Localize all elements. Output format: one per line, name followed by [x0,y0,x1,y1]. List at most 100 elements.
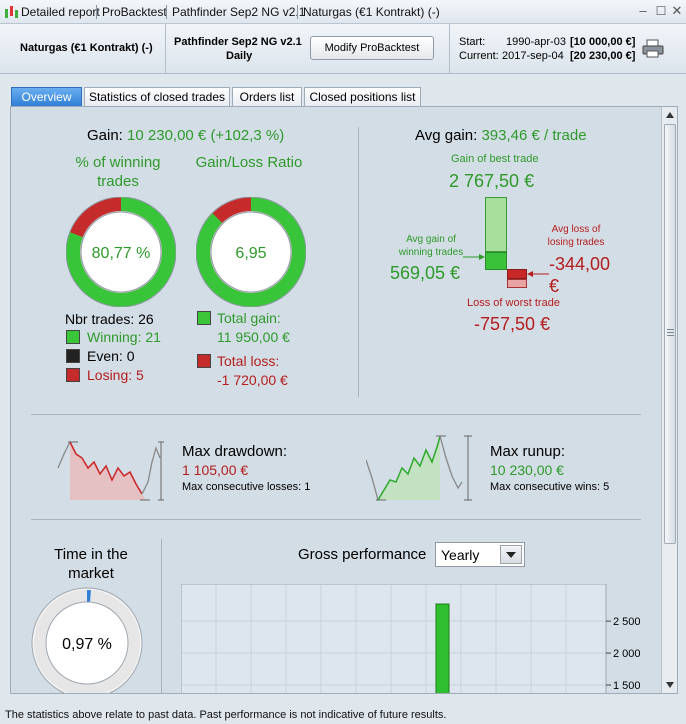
gain-loss-ratio-value: 6,95 [235,245,266,262]
vertical-scrollbar[interactable] [661,107,677,693]
time-in-market-gauge: 0,97 % [31,587,143,693]
runup-mini-chart [366,435,472,501]
instrument-name: Naturgas (€1 Kontrakt) (-) [20,42,153,54]
period-select[interactable]: Yearly [435,542,525,567]
gain-label: Gain: [87,127,123,144]
worst-trade-value: -757,50 € [474,314,551,334]
performance-bar [435,603,450,693]
dates-cell: Start: 1990-apr-03 [10 000,00 €] Current… [450,24,686,74]
total-gain-value: 11 950,00 € [217,329,290,345]
avg-win-value: 569,05 € [390,263,461,283]
modify-probacktest-button[interactable]: Modify ProBacktest [310,36,434,60]
tab-closed-positions-list[interactable]: Closed positions list [304,87,421,106]
worst-trade-bar [507,279,527,288]
time-in-market-title: Time in the market [54,546,128,582]
even-count: Even: 0 [87,348,135,364]
minimize-icon[interactable]: – [639,3,647,18]
scroll-up-icon[interactable] [664,109,676,121]
even-swatch [66,349,80,363]
gross-performance-label: Gross performance [298,546,427,563]
gain-value: 10 230,00 € (+102,3 %) [127,127,285,144]
divider [96,5,97,19]
arrow-right-icon [463,254,485,260]
avg-loss-label: Avg loss of losing trades [547,224,605,248]
title-bar: Detailed report ProBacktest Pathfinder S… [0,0,686,24]
best-trade-bar [485,197,507,252]
total-loss-label: Total loss: [217,353,280,369]
disclaimer: The statistics above relate to past data… [0,706,686,724]
drawdown-mini-chart [57,440,164,501]
timeframe: Daily [226,50,253,62]
print-icon[interactable] [642,39,664,59]
divider [166,5,167,19]
system-name: Pathfinder Sep2 NG v2.1 [174,36,302,48]
max-runup-value: 10 230,00 € [490,462,564,478]
winning-trades-title: % of winning trades [75,154,161,190]
max-runup-label: Max runup: [490,443,566,460]
breadcrumb-detailed-report[interactable]: Detailed report [21,5,100,19]
max-drawdown-value: 1 105,00 € [182,462,249,478]
start-value: [10 000,00 €] [570,36,636,48]
scroll-down-icon[interactable] [664,679,676,691]
avg-win-label: Avg gain of winning trades [398,234,464,258]
avg-win-bar [485,252,507,270]
period-select-value: Yearly [441,547,480,563]
overview-content: Gain: 10 230,00 € (+102,3 %) % of winnin… [11,107,661,693]
avg-gain-value: 393,46 € / trade [481,127,587,144]
y-tick-label: 2 500 [613,616,641,628]
winning-trades-percent: 80,77 % [92,245,151,262]
total-gain-swatch [197,311,211,325]
start-date: 1990-apr-03 [506,36,566,48]
chart-app-icon [5,6,18,18]
gain-line: Gain: 10 230,00 € (+102,3 %) [87,127,284,144]
section-divider-2 [161,539,162,693]
worst-trade-label: Loss of worst trade [467,297,560,309]
dropdown-button[interactable] [500,545,522,564]
avg-loss-unit: € [549,276,560,296]
tab-statistics-closed-trades[interactable]: Statistics of closed trades [84,87,230,106]
winning-swatch [66,330,80,344]
winning-trades-gauge: 80,77 % [66,197,176,307]
system-cell: Pathfinder Sep2 NG v2.1 Daily Modify Pro… [166,24,450,74]
gain-loss-ratio-title: Gain/Loss Ratio [195,154,303,171]
max-consecutive-losses: Max consecutive losses: 1 [182,481,311,493]
max-drawdown-label: Max drawdown: [182,443,288,460]
gain-loss-ratio-gauge: 6,95 [196,197,306,307]
y-tick-label: 1 500 [613,680,641,692]
divider-2 [31,519,641,520]
breadcrumb-probacktest[interactable]: ProBacktest [102,5,167,19]
current-label: Current: [459,50,499,62]
divider [297,5,298,19]
arrow-left-icon [527,271,549,277]
total-gain-label: Total gain: [217,310,281,326]
time-in-market-value: 0,97 % [62,636,112,653]
section-divider [358,127,359,397]
instrument-cell: Naturgas (€1 Kontrakt) (-) [0,24,166,74]
avg-loss-value: -344,00 [549,254,611,274]
scroll-thumb[interactable] [664,124,676,544]
tab-overview[interactable]: Overview [11,87,82,106]
avg-gain-line: Avg gain: 393,46 € / trade [415,127,587,144]
tab-bar: Overview Statistics of closed trades Ord… [0,74,686,106]
losing-swatch [66,368,80,382]
current-value: [20 230,00 €] [570,50,636,62]
current-date: 2017-sep-04 [502,50,564,62]
chevron-down-icon [506,552,516,558]
losing-count: Losing: 5 [87,367,144,383]
close-icon[interactable]: ✕ [671,3,683,18]
avg-loss-bar [507,269,527,279]
winning-count: Winning: 21 [87,329,161,345]
maximize-icon[interactable]: ☐ [655,4,667,18]
total-loss-value: -1 720,00 € [217,372,288,388]
breadcrumb-system[interactable]: Pathfinder Sep2 NG v2.1 [172,5,306,19]
report-header: Naturgas (€1 Kontrakt) (-) Pathfinder Se… [0,24,686,74]
max-consecutive-wins: Max consecutive wins: 5 [490,481,610,493]
divider-1 [31,414,641,415]
breadcrumb-instrument[interactable]: Naturgas (€1 Kontrakt) (-) [303,5,440,19]
gross-performance-chart: 2 500 2 000 1 500 [181,584,641,693]
overview-panel: Gain: 10 230,00 € (+102,3 %) % of winnin… [10,106,678,694]
best-trade-label: Gain of best trade [451,153,539,165]
nbr-trades: Nbr trades: 26 [65,311,154,327]
tab-orders-list[interactable]: Orders list [232,87,302,106]
total-loss-swatch [197,354,211,368]
